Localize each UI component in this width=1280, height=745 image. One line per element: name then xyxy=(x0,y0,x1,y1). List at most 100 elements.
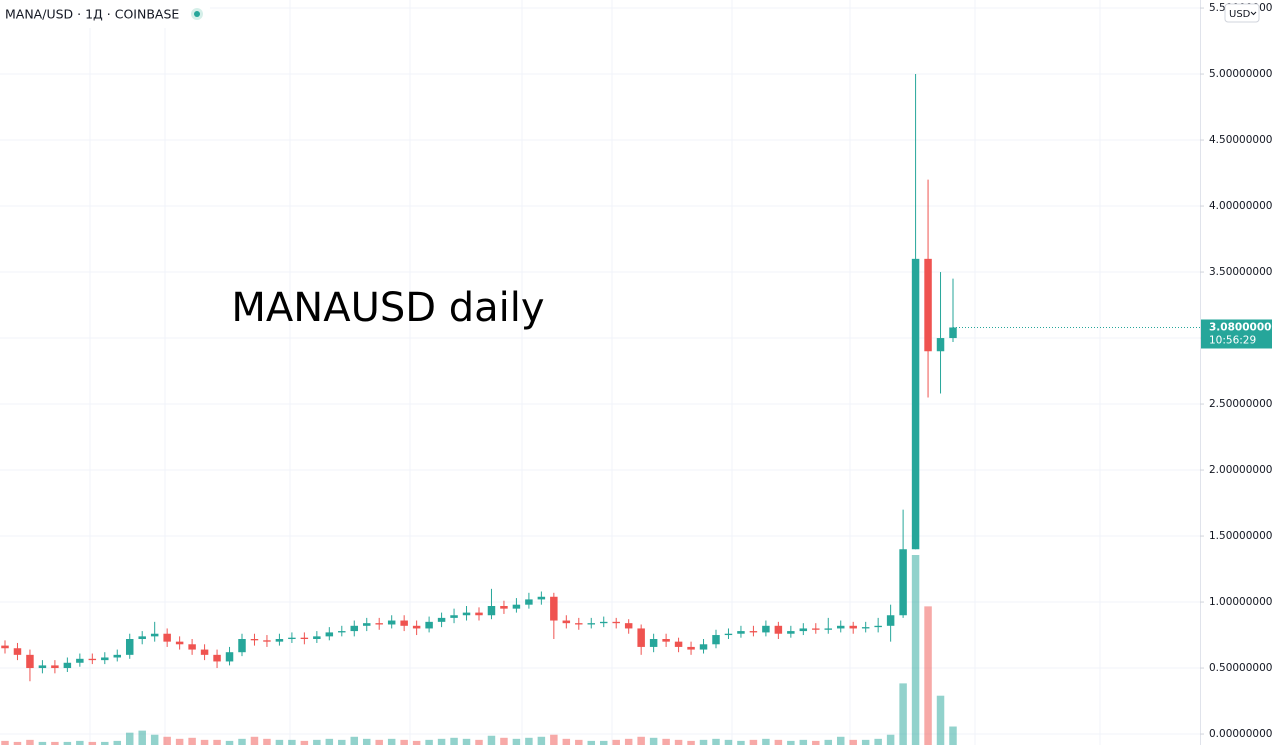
volume-bar xyxy=(899,683,907,745)
candle-body xyxy=(76,658,84,663)
volume-bar xyxy=(275,739,284,745)
y-tick-label: 2.50000000 xyxy=(1209,398,1272,410)
candle-body xyxy=(861,627,870,629)
volume-bar xyxy=(76,740,84,745)
volume-bar xyxy=(150,734,159,745)
volume-bar xyxy=(562,738,571,745)
volume-bar xyxy=(836,736,845,745)
candle-body xyxy=(612,621,620,624)
volume-bar xyxy=(649,737,658,745)
candle-body xyxy=(674,641,683,647)
volume-bar xyxy=(824,739,833,745)
volume-bar xyxy=(325,738,334,745)
candle-body xyxy=(88,658,97,661)
volume-bar xyxy=(724,739,733,745)
symbol-title: MANA/USD · 1Д · COINBASE xyxy=(5,7,179,22)
volume-bar xyxy=(163,736,171,745)
volume-bar xyxy=(362,738,371,745)
candle-body xyxy=(250,639,259,641)
candle-body xyxy=(762,625,770,633)
candle-body xyxy=(687,646,695,650)
volume-bar xyxy=(936,695,945,745)
candle-body xyxy=(824,628,833,630)
volume-bar xyxy=(874,738,882,745)
volume-bar xyxy=(412,740,421,745)
candle-body xyxy=(63,662,72,669)
candle-body xyxy=(450,615,458,618)
volume-bar xyxy=(238,738,246,745)
currency-label[interactable]: USD xyxy=(1229,9,1251,20)
volume-pane xyxy=(1,555,957,745)
candle-body xyxy=(849,625,857,629)
y-tick-label: 1.50000000 xyxy=(1209,530,1272,542)
y-tick-label: 4.50000000 xyxy=(1209,134,1272,146)
volume-bar xyxy=(338,739,346,745)
volume-bar xyxy=(88,741,97,745)
volume-bar xyxy=(300,740,309,745)
volume-bar xyxy=(462,738,471,745)
candle-body xyxy=(475,612,483,616)
price-axis xyxy=(1200,0,1280,745)
last-price-bg xyxy=(1201,319,1272,349)
volume-bar xyxy=(475,739,483,745)
volume-bar xyxy=(350,736,359,745)
volume-bar xyxy=(51,741,59,745)
candle-body xyxy=(313,636,321,640)
volume-bar xyxy=(699,739,708,745)
volume-bar xyxy=(38,741,47,745)
candle-body xyxy=(550,596,558,621)
candle-body xyxy=(437,617,446,622)
currency-caret[interactable] xyxy=(1250,11,1257,16)
volume-bar xyxy=(263,738,271,745)
volume-bar xyxy=(101,741,109,745)
volume-bar xyxy=(500,737,508,745)
volume-bar xyxy=(200,739,209,745)
candle-body xyxy=(575,623,583,625)
candle-body xyxy=(512,604,521,609)
y-tick-label: 0.50000000 xyxy=(1209,662,1272,674)
candle-body xyxy=(886,615,895,626)
candle-body xyxy=(400,620,408,626)
volume-bar xyxy=(886,734,895,745)
volume-bar xyxy=(387,738,396,745)
y-tick-label: 0.00000000 xyxy=(1209,728,1272,740)
candle-body xyxy=(113,654,122,658)
candle-body xyxy=(812,628,820,630)
volume-bar xyxy=(737,740,745,745)
candle-body xyxy=(26,654,34,669)
candle-body xyxy=(649,639,658,647)
volume-bar xyxy=(138,730,146,745)
candle-body xyxy=(637,628,645,647)
volume-bar xyxy=(213,739,221,745)
currency-button[interactable] xyxy=(1224,3,1260,23)
candle-body xyxy=(288,637,296,640)
volume-bar xyxy=(662,738,670,745)
candle-body xyxy=(125,639,134,655)
volume-bar xyxy=(712,738,720,745)
volume-bar xyxy=(26,739,34,745)
volume-bar xyxy=(188,737,196,745)
candle-body xyxy=(101,657,109,661)
candle-body xyxy=(425,621,433,629)
volume-bar xyxy=(375,739,383,745)
volume-bar xyxy=(487,735,496,745)
candle-body xyxy=(138,636,146,640)
candle-body xyxy=(599,621,608,624)
volume-bar xyxy=(537,736,546,745)
candle-body xyxy=(537,596,546,600)
volume-bar xyxy=(587,740,596,745)
y-tick-label: 4.00000000 xyxy=(1209,200,1272,212)
candle-body xyxy=(587,623,596,625)
y-tick-label: 5.00000000 xyxy=(1209,68,1272,80)
candle-body xyxy=(325,632,334,637)
countdown: 10:56:29 xyxy=(1209,334,1256,346)
candle-body xyxy=(350,625,359,632)
volume-bar xyxy=(861,739,870,745)
volume-bar xyxy=(250,736,259,745)
candle-body xyxy=(787,631,795,634)
annotation: MANAUSD daily xyxy=(231,285,544,331)
volume-bar xyxy=(762,738,770,745)
